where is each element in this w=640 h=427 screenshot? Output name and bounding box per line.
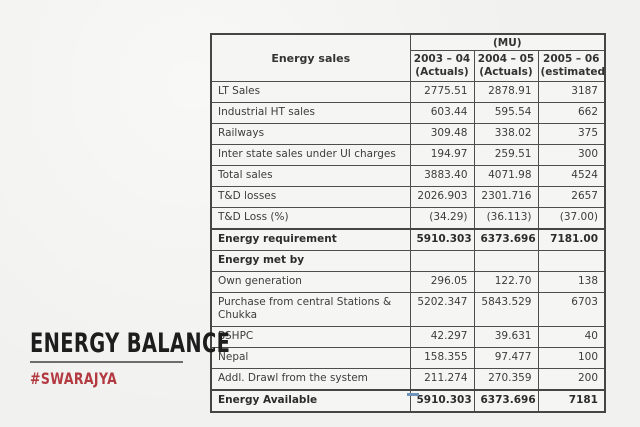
row-value: 259.51	[473, 144, 539, 166]
row-value: 3187	[537, 81, 606, 103]
blue-dash-mark	[407, 393, 419, 396]
row-value: 138	[537, 271, 606, 293]
row-value: 603.44	[409, 102, 475, 124]
year-period: 2005 – 06	[543, 53, 600, 65]
row-label: Nepal	[210, 347, 411, 369]
year-period: 2003 – 04	[413, 53, 471, 65]
brand-block: ENERGY BALANCE #SWARAJYA	[30, 330, 230, 388]
table-row: BSHPC 42.297 39.631 40	[210, 326, 606, 348]
year-kind: (Actuals)	[415, 66, 469, 78]
energy-table-body: LT Sales 2775.51 2878.91 3187 Industrial HT …	[210, 81, 606, 413]
table-row: T&D Loss (%) (34.29) (36.113) (37.00)	[210, 207, 606, 230]
table-row: T&D losses 2026.903 2301.716 2657	[210, 186, 606, 208]
row-value: 2301.716	[473, 186, 539, 208]
row-value: 6373.696	[473, 228, 539, 251]
row-value: (34.29)	[409, 207, 475, 230]
unit-header-row: Energy sales (MU)	[210, 33, 606, 82]
row-value: 2878.91	[473, 81, 539, 103]
row-value	[409, 250, 475, 272]
row-value: 4524	[537, 165, 606, 187]
year-kind: (Actuals)	[479, 66, 533, 78]
column-header-2003-04: 2003 – 04 (Actuals)	[409, 50, 475, 82]
row-value: 4071.98	[473, 165, 539, 187]
row-value: 122.70	[473, 271, 539, 293]
row-value: 2775.51	[409, 81, 475, 103]
year-kind: (estimated)	[540, 66, 605, 78]
row-label: T&D Loss (%)	[210, 207, 411, 230]
table-row: Energy met by	[210, 250, 606, 272]
row-value: 595.54	[473, 102, 539, 124]
row-value: 3883.40	[409, 165, 475, 187]
column-header-unit: (MU)	[409, 33, 606, 51]
row-value: 200	[537, 368, 606, 391]
row-value: 2657	[537, 186, 606, 208]
row-value: 5202.347	[409, 292, 475, 327]
row-value: 39.631	[473, 326, 539, 348]
row-value: 662	[537, 102, 606, 124]
row-label: LT Sales	[210, 81, 411, 103]
row-label: Total sales	[210, 165, 411, 187]
row-label: T&D losses	[210, 186, 411, 208]
row-value: 2026.903	[409, 186, 475, 208]
table-row: LT Sales 2775.51 2878.91 3187	[210, 81, 606, 103]
row-value: 300	[537, 144, 606, 166]
table-header: Energy sales (MU) 2003 – 04 (Actuals) 20…	[210, 33, 606, 82]
row-label: Energy met by	[210, 250, 411, 272]
swarajya-hashtag: #SWARAJYA	[30, 369, 118, 388]
row-value: 5843.529	[473, 292, 539, 327]
year-period: 2004 – 05	[477, 53, 535, 65]
page-title: ENERGY BALANCE	[30, 328, 231, 359]
row-label: Energy Available	[210, 389, 411, 413]
row-value: 7181.00	[537, 228, 606, 251]
row-value: 42.297	[409, 326, 475, 348]
row-value	[473, 250, 539, 272]
row-label: Inter state sales under UI charges	[210, 144, 411, 166]
table-row: Addl. Drawl from the system 211.274 270.35…	[210, 368, 606, 391]
row-value: 6703	[537, 292, 606, 327]
row-value: 309.48	[409, 123, 475, 145]
row-value: (36.113)	[473, 207, 539, 230]
row-label: Purchase from central Stations & Chukka	[210, 292, 411, 327]
table-row: Railways 309.48 338.02 375	[210, 123, 606, 145]
row-value: 375	[537, 123, 606, 145]
row-value: 97.477	[473, 347, 539, 369]
row-value: 270.359	[473, 368, 539, 391]
table-row: Energy requirement 5910.303 6373.696 7181.0…	[210, 228, 606, 251]
column-header-2004-05: 2004 – 05 (Actuals)	[473, 50, 539, 82]
title-underline	[30, 361, 183, 363]
table-row: Inter state sales under UI charges 194.97…	[210, 144, 606, 166]
column-header-2005-06: 2005 – 06 (estimated)	[537, 50, 606, 82]
energy-balance-table-container: Energy sales (MU) 2003 – 04 (Actuals) 20…	[210, 33, 606, 413]
row-value: 296.05	[409, 271, 475, 293]
column-header-energy-sales: Energy sales	[210, 33, 411, 82]
row-value: 211.274	[409, 368, 475, 391]
table-row: Purchase from central Stations & Chukka 5…	[210, 292, 606, 327]
row-value: 158.355	[409, 347, 475, 369]
row-value: 5910.303	[409, 228, 475, 251]
row-value: 5910.303	[409, 389, 475, 413]
row-value: 6373.696	[473, 389, 539, 413]
table-row: Energy Available 5910.303 6373.696 7181	[210, 389, 606, 413]
row-label: BSHPC	[210, 326, 411, 348]
row-label: Addl. Drawl from the system	[210, 368, 411, 391]
row-label: Industrial HT sales	[210, 102, 411, 124]
row-label: Energy requirement	[210, 228, 411, 251]
row-label: Own generation	[210, 271, 411, 293]
row-value: 338.02	[473, 123, 539, 145]
year-header-row: 2003 – 04 (Actuals) 2004 – 05 (Actuals) …	[211, 50, 606, 82]
row-value: (37.00)	[537, 207, 606, 230]
row-value: 100	[537, 347, 606, 369]
row-label: Railways	[210, 123, 411, 145]
table-row: Nepal 158.355 97.477 100	[210, 347, 606, 369]
table-row: Own generation 296.05 122.70 138	[210, 271, 606, 293]
table-row: Total sales 3883.40 4071.98 4524	[210, 165, 606, 187]
energy-balance-table: Energy sales (MU) 2003 – 04 (Actuals) 20…	[210, 33, 606, 413]
row-value: 7181	[537, 389, 606, 413]
table-row: Industrial HT sales 603.44 595.54 662	[210, 102, 606, 124]
row-value: 194.97	[409, 144, 475, 166]
row-value	[537, 250, 606, 272]
row-value: 40	[537, 326, 606, 348]
